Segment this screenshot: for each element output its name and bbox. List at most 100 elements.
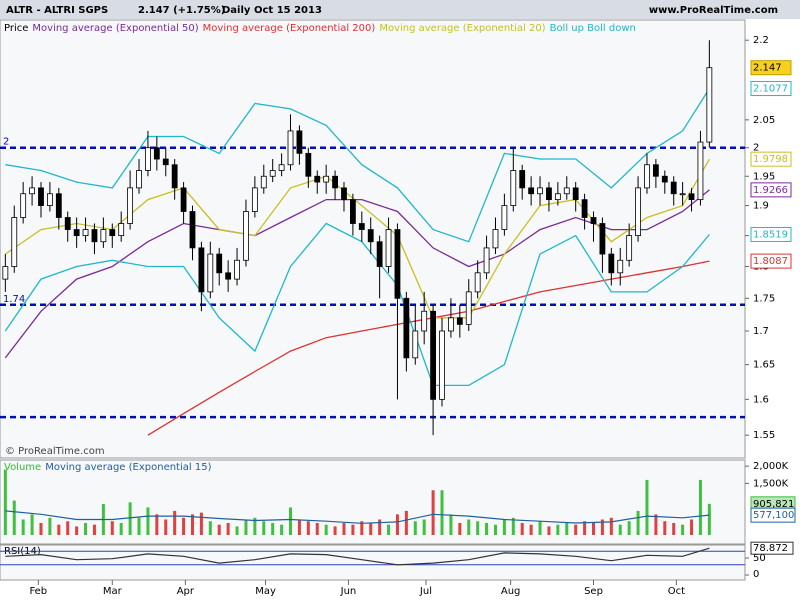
indicator-line [4, 189, 710, 359]
volume-bar [235, 526, 239, 535]
y-tick-label: 1.75 [753, 293, 775, 304]
candle-body [563, 187, 570, 195]
y-tick-label: 2.05 [753, 115, 775, 126]
candle-body [537, 187, 543, 195]
candle-body [581, 199, 588, 218]
volume-bar [271, 522, 275, 535]
volume-bar [413, 521, 417, 535]
volume-bar [520, 522, 524, 535]
legend-entry: Moving average (Exponential 200) [203, 23, 376, 34]
candle-body [314, 175, 321, 183]
volume-bar [672, 522, 676, 535]
volume-bar [297, 519, 301, 535]
legend-entry: Boll up Boll down [550, 23, 636, 34]
volume-bar [128, 502, 132, 535]
x-tick-label: Apr [177, 586, 195, 597]
candle-body [109, 229, 116, 237]
volume-bar [137, 517, 141, 535]
candle-body [376, 241, 383, 267]
volume-bar [583, 521, 587, 535]
value-tag-label: 1.9266 [753, 185, 788, 196]
candle-body [439, 330, 445, 400]
candle-body [162, 158, 169, 166]
volume-ema [5, 510, 710, 524]
volume-bar [360, 521, 364, 535]
value-tag [750, 541, 794, 555]
candle-body [38, 187, 44, 206]
volume-bar [592, 522, 596, 535]
volume-bar [146, 507, 150, 535]
candle-body [554, 193, 561, 201]
volume-bar [378, 519, 382, 535]
candle-body [403, 297, 410, 359]
volume-bar [600, 519, 604, 535]
candle-body [207, 253, 214, 293]
volume-bar [324, 524, 328, 535]
candle-body [385, 229, 392, 267]
candle-body [198, 247, 205, 293]
value-tag-label: 78.872 [753, 543, 788, 554]
value-tag-label: 905,821 [753, 499, 794, 510]
y-tick-label: 0 [753, 569, 759, 580]
y-tick-label: 1.95 [753, 171, 775, 182]
volume-bar [493, 524, 497, 535]
y-tick-label: 2.2 [753, 35, 769, 46]
volume-bar [289, 507, 293, 535]
candle-body [546, 187, 552, 201]
candle-body [492, 229, 499, 249]
volume-bar [556, 524, 560, 535]
volume-bar [574, 524, 578, 535]
candle-body [617, 259, 624, 274]
volume-bar [645, 479, 649, 535]
volume-bar [262, 521, 266, 535]
volume-bar [75, 526, 79, 535]
candle-body [287, 130, 294, 166]
period: Daily [222, 5, 251, 16]
volume-bar [627, 521, 631, 535]
x-tick-label: Jun [340, 586, 357, 597]
candle-body [73, 229, 80, 237]
volume-bar [92, 524, 96, 535]
volume-bar [458, 522, 462, 535]
volume-bar [485, 522, 489, 535]
value-tag [750, 151, 792, 167]
candle-body [608, 253, 615, 274]
candle-body [572, 187, 579, 201]
volume-bar [48, 517, 52, 535]
volume-bar [690, 519, 694, 535]
x-tick-label: Sep [584, 586, 603, 597]
volume-bar [476, 521, 480, 535]
value-tag [750, 226, 792, 242]
candle-body [421, 310, 428, 332]
candle-body [448, 317, 454, 332]
volume-bar [342, 522, 346, 535]
volume-bar [164, 519, 168, 535]
y-tick-label: 1.9 [753, 201, 769, 212]
symbol: ALTR - ALTRI SGPS [6, 5, 108, 16]
volume-bar [440, 490, 444, 535]
candle-body [652, 164, 659, 177]
value-tag [750, 60, 792, 76]
legend-entry: Moving average (Exponential 15) [45, 462, 211, 473]
volume-bar [351, 524, 355, 535]
candle-body [2, 266, 9, 280]
candle-body [278, 164, 285, 171]
candle-body [635, 187, 641, 237]
volume-bar [190, 514, 194, 535]
value-tag [750, 507, 796, 523]
candle-body [118, 223, 125, 237]
site: www.ProRealTime.com [649, 5, 778, 16]
volume-bar [39, 522, 43, 535]
volume-bar [654, 514, 658, 535]
candle-body [225, 272, 232, 280]
candle-body [626, 235, 633, 261]
volume-bar [618, 524, 622, 535]
candle-body [465, 291, 472, 325]
volume-bar [110, 521, 114, 535]
candle-body [216, 253, 223, 274]
rsi-panel [0, 544, 746, 581]
candle-body [341, 187, 347, 201]
volume-bar [395, 514, 399, 535]
volume-bar [698, 479, 702, 535]
candle-body [171, 164, 178, 189]
